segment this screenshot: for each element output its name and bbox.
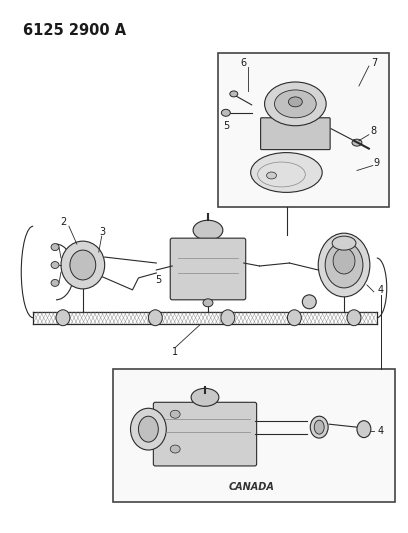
Text: 5: 5 [223, 121, 229, 131]
Ellipse shape [357, 421, 371, 438]
Ellipse shape [51, 262, 59, 269]
Ellipse shape [310, 416, 328, 438]
Ellipse shape [170, 410, 180, 418]
Ellipse shape [333, 248, 355, 274]
Text: 1: 1 [172, 346, 178, 357]
Text: 8: 8 [371, 126, 377, 136]
Text: 4: 4 [378, 285, 384, 295]
Ellipse shape [203, 299, 213, 307]
FancyBboxPatch shape [170, 238, 246, 300]
Ellipse shape [170, 445, 180, 453]
Ellipse shape [222, 109, 231, 116]
Ellipse shape [193, 220, 223, 240]
Text: 4: 4 [378, 426, 384, 436]
Ellipse shape [318, 233, 370, 297]
Ellipse shape [347, 310, 361, 326]
Ellipse shape [70, 250, 96, 280]
Ellipse shape [325, 242, 363, 288]
Ellipse shape [138, 416, 158, 442]
Bar [218, 53, 389, 207]
Ellipse shape [287, 310, 302, 326]
Ellipse shape [149, 310, 162, 326]
Ellipse shape [131, 408, 166, 450]
Ellipse shape [51, 244, 59, 251]
Ellipse shape [61, 241, 105, 289]
Ellipse shape [221, 310, 235, 326]
Ellipse shape [266, 172, 277, 179]
Text: 7: 7 [371, 58, 377, 68]
Ellipse shape [288, 97, 302, 107]
Text: 5: 5 [155, 275, 162, 285]
Ellipse shape [251, 152, 322, 192]
Ellipse shape [56, 310, 70, 326]
Ellipse shape [332, 236, 356, 250]
FancyBboxPatch shape [261, 118, 330, 150]
Ellipse shape [51, 279, 59, 286]
Text: 2: 2 [60, 217, 66, 227]
Ellipse shape [302, 295, 316, 309]
FancyBboxPatch shape [153, 402, 257, 466]
Ellipse shape [352, 139, 362, 146]
Ellipse shape [314, 420, 324, 434]
Ellipse shape [275, 90, 316, 118]
Text: CANADA: CANADA [229, 482, 275, 492]
Bar [113, 369, 395, 502]
Text: 6125 2900 A: 6125 2900 A [23, 23, 126, 38]
Ellipse shape [191, 389, 219, 406]
Text: 3: 3 [100, 227, 106, 237]
Text: 9: 9 [374, 158, 380, 167]
Ellipse shape [264, 82, 326, 126]
Text: 6: 6 [241, 58, 247, 68]
Ellipse shape [230, 91, 238, 97]
